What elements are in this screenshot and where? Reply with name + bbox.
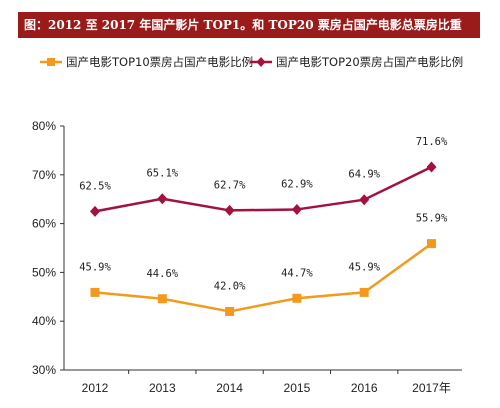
legend-swatch-marker — [256, 57, 266, 67]
data-label: 65.1% — [146, 168, 178, 180]
y-tick-label: 60% — [32, 217, 56, 231]
data-label: 55.9% — [416, 213, 448, 225]
x-tick-label: 2017年 — [412, 381, 451, 395]
x-tick-label: 2015 — [284, 381, 311, 395]
data-point-marker — [291, 203, 302, 215]
data-label: 62.7% — [214, 179, 246, 191]
y-tick-label: 80% — [32, 119, 56, 133]
x-tick-label: 2012 — [82, 381, 109, 395]
data-label: 42.0% — [214, 280, 246, 292]
y-tick-label: 30% — [32, 363, 56, 377]
data-label: 44.7% — [281, 267, 313, 279]
data-label: 45.9% — [348, 261, 380, 273]
y-tick-label: 70% — [32, 168, 56, 182]
data-point-marker — [427, 239, 436, 249]
data-point-marker — [359, 287, 369, 297]
x-tick-label: 2013 — [149, 381, 176, 395]
x-tick-label: 2014 — [216, 381, 243, 395]
data-label: 45.9% — [79, 261, 111, 273]
data-point-marker — [225, 306, 235, 316]
y-tick-label: 40% — [32, 314, 56, 328]
data-label: 62.5% — [79, 180, 111, 192]
data-point-marker — [157, 193, 168, 205]
y-tick-label: 50% — [32, 265, 56, 279]
data-label: 62.9% — [281, 178, 313, 190]
data-point-marker — [426, 161, 437, 173]
data-label: 71.6% — [416, 136, 448, 148]
data-label: 44.6% — [146, 268, 178, 280]
x-tick-label: 2016 — [351, 381, 378, 395]
series-line — [94, 165, 433, 213]
data-label: 64.9% — [348, 169, 380, 181]
data-point-marker — [292, 293, 302, 303]
data-point-marker — [90, 205, 100, 217]
legend-label: 国产电影TOP20票房占国产电影比例 — [276, 55, 463, 69]
series-line — [94, 242, 433, 313]
data-point-marker — [157, 294, 167, 304]
data-point-marker — [359, 194, 370, 206]
data-point-marker — [224, 204, 235, 216]
legend-swatch-marker — [47, 58, 55, 66]
data-point-marker — [90, 287, 100, 297]
figure-title: 图：2012 至 2017 年国产影片 TOP1。和 TOP20 票房占国产电影… — [18, 12, 480, 38]
legend-label: 国产电影TOP10票房占国产电影比例 — [66, 55, 253, 69]
